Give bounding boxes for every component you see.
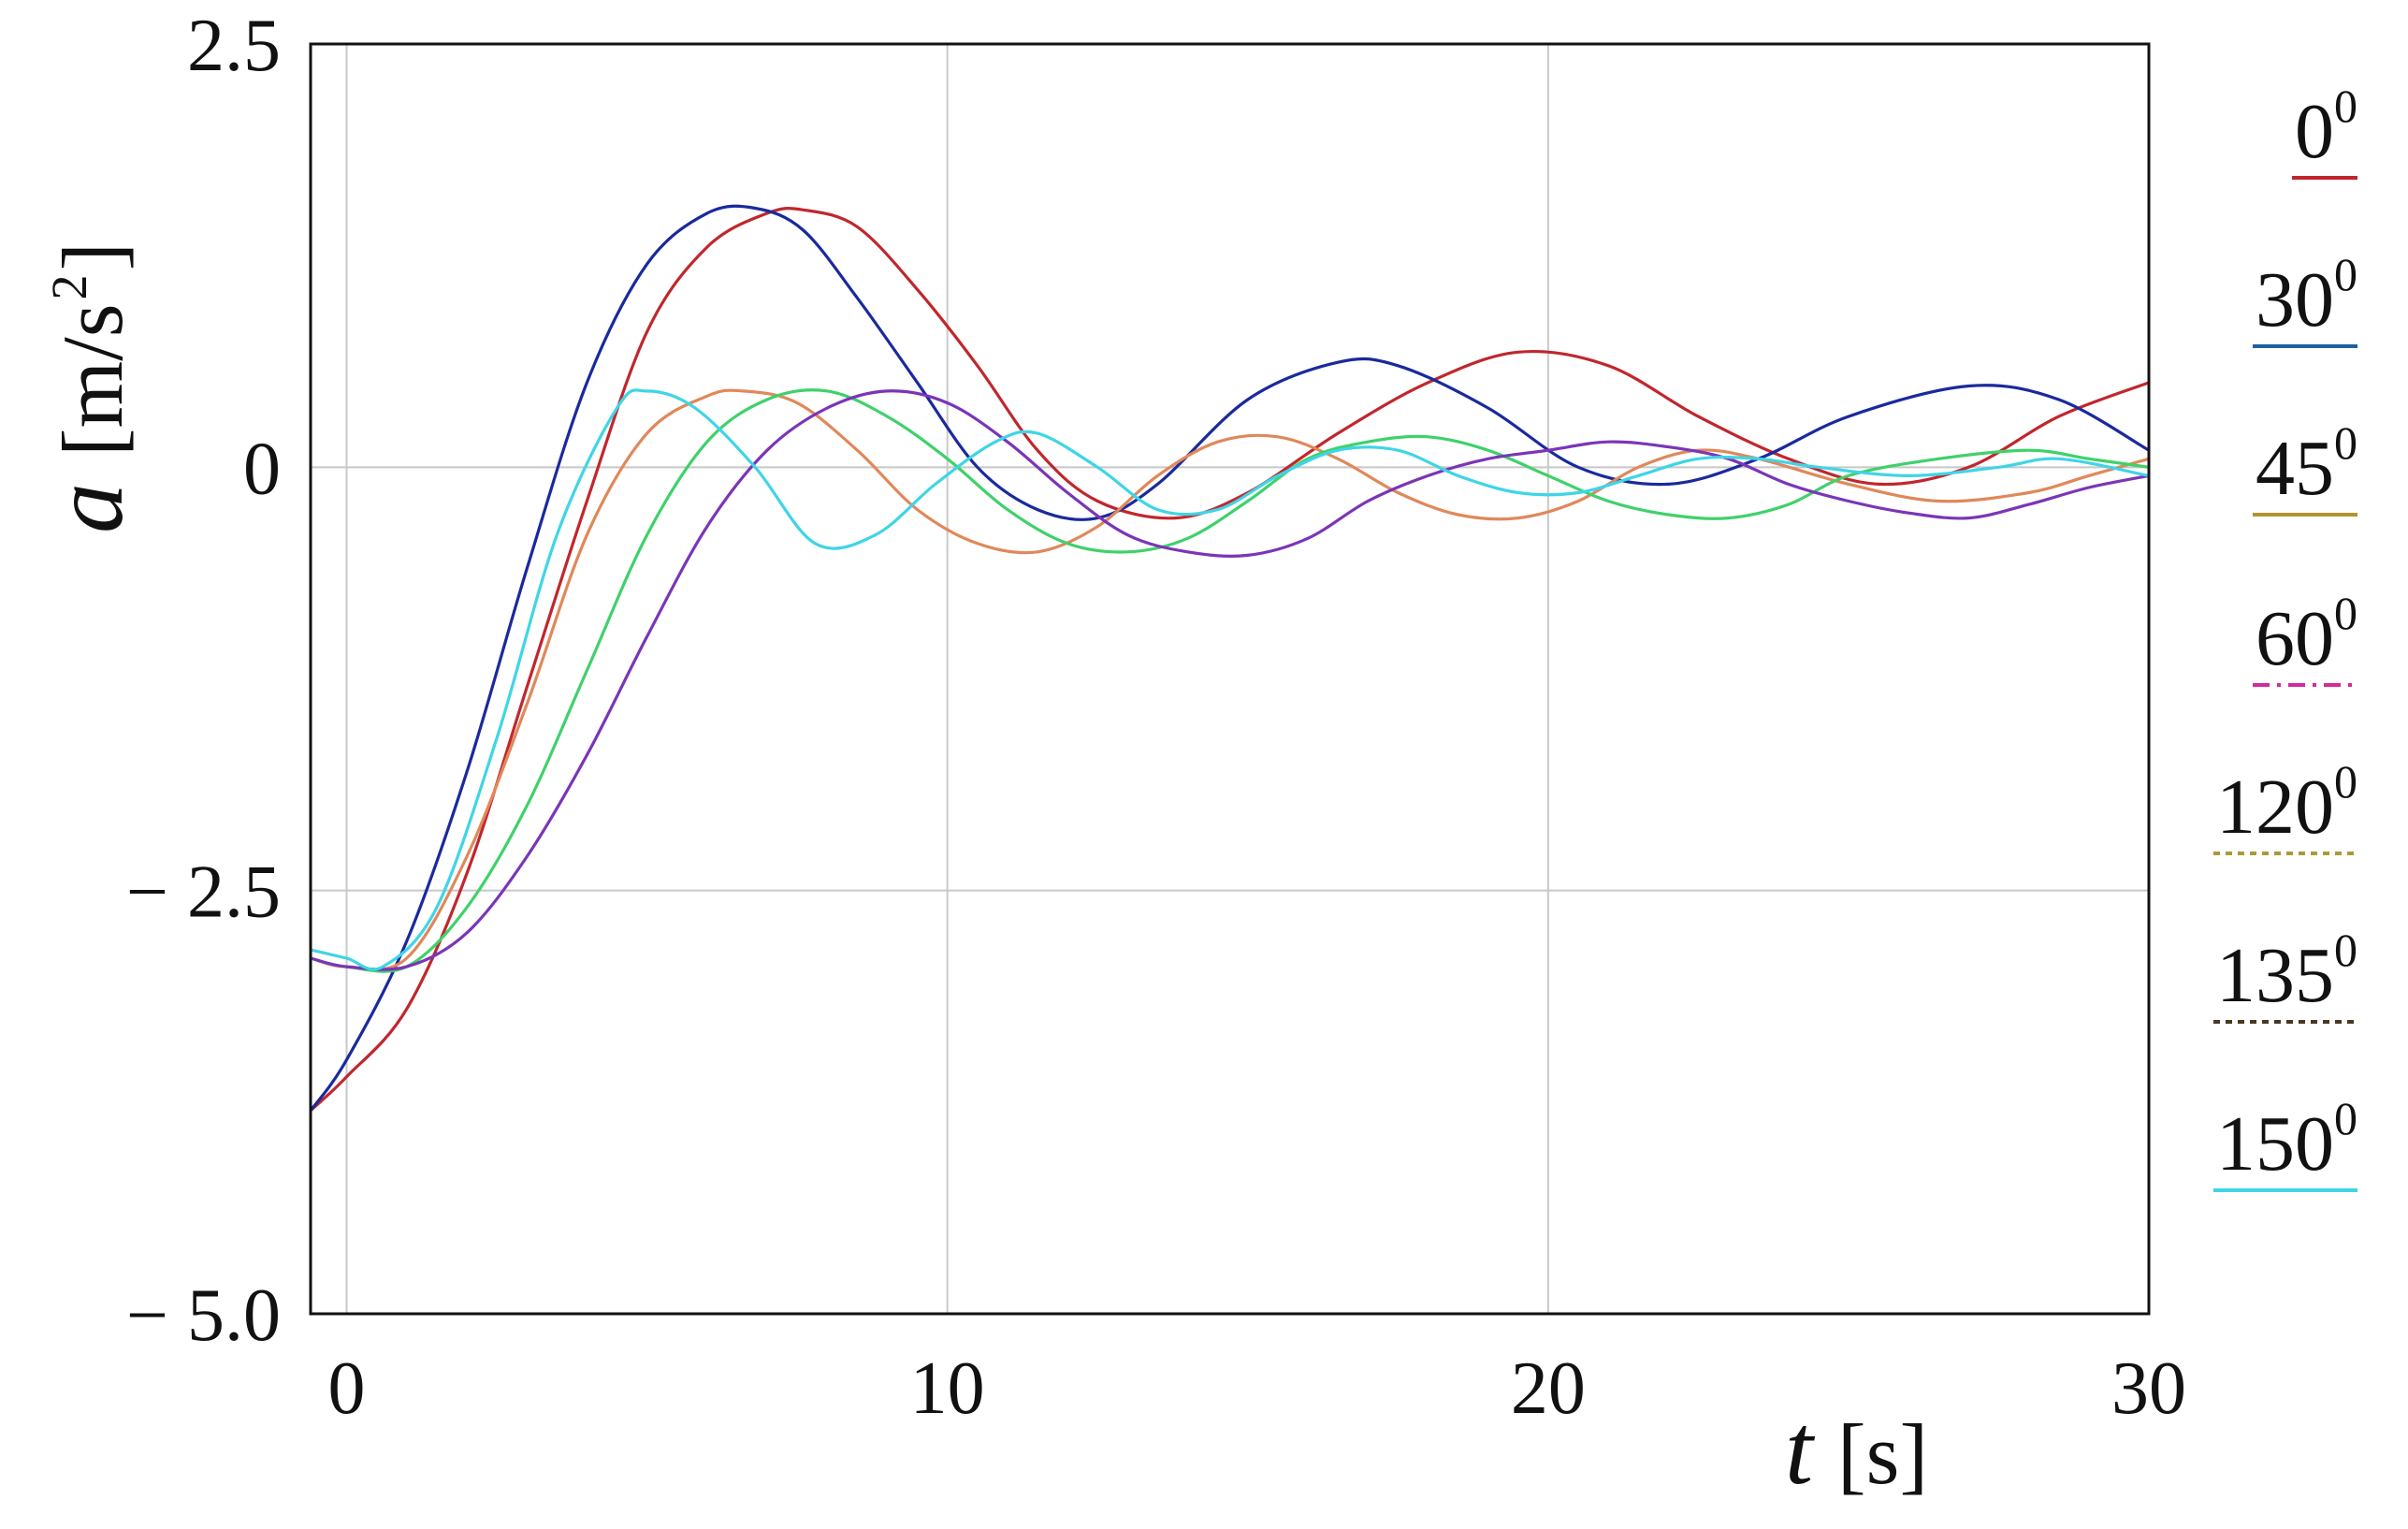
y-tick-label: 2.5 — [187, 5, 281, 87]
y-tick-label: − 5.0 — [126, 1274, 281, 1357]
legend-label-60: 600 — [2256, 587, 2357, 682]
legend-value: 150 — [2216, 1100, 2334, 1187]
legend-label-120: 1200 — [2216, 755, 2357, 851]
series-line-2 — [309, 204, 2150, 1112]
y-axis-unit-power: 2 — [41, 274, 97, 299]
series-line-4 — [310, 388, 2150, 973]
y-tick-label: 0 — [243, 428, 281, 510]
legend-value: 135 — [2216, 932, 2334, 1019]
series-lines — [309, 204, 2150, 1113]
y-axis-label: a [m/s 2 ] — [33, 242, 144, 533]
x-tick-label: 20 — [1511, 1347, 1586, 1430]
legend-power: 0 — [2334, 416, 2357, 469]
legend-label-150: 1500 — [2216, 1092, 2357, 1187]
grid-lines — [311, 43, 2150, 1315]
legend-value: 120 — [2216, 764, 2334, 851]
legend-label-45: 450 — [2256, 416, 2357, 512]
x-tick-labels: 0 10 20 30 — [328, 1347, 2186, 1430]
series-line-3 — [310, 388, 2150, 971]
legend-label-30: 300 — [2256, 248, 2357, 343]
y-tick-label: − 2.5 — [126, 852, 281, 934]
legend-label-135: 1350 — [2216, 924, 2357, 1019]
legend-value: 0 — [2295, 88, 2334, 175]
legend-label-0: 00 — [2295, 80, 2357, 175]
x-axis-label: t [s] — [1785, 1394, 1928, 1506]
legend-power: 0 — [2334, 587, 2357, 639]
series-line-1 — [309, 207, 2150, 1113]
legend-power: 0 — [2334, 80, 2357, 132]
x-axis-unit: [s] — [1837, 1406, 1928, 1502]
legend-power: 0 — [2334, 755, 2357, 808]
y-axis-unit-open: [m/s — [45, 303, 140, 457]
x-tick-label: 10 — [910, 1347, 985, 1430]
x-tick-label: 30 — [2111, 1347, 2186, 1430]
legend-value: 30 — [2256, 256, 2334, 343]
series-line-5 — [310, 389, 2150, 971]
legend-power: 0 — [2334, 248, 2357, 300]
series-line-6 — [310, 388, 2150, 971]
legend-power: 0 — [2334, 924, 2357, 976]
plot-frame — [309, 42, 2151, 1316]
x-tick-label: 0 — [328, 1347, 366, 1430]
y-axis-symbol: a — [33, 483, 144, 533]
legend-value: 60 — [2256, 595, 2334, 682]
y-axis-unit-close: ] — [45, 242, 140, 271]
legend-value: 45 — [2256, 425, 2334, 512]
y-tick-labels: 2.5 0 − 2.5 − 5.0 — [126, 5, 281, 1357]
x-axis-symbol: t — [1785, 1394, 1816, 1506]
legend-power: 0 — [2334, 1092, 2357, 1144]
